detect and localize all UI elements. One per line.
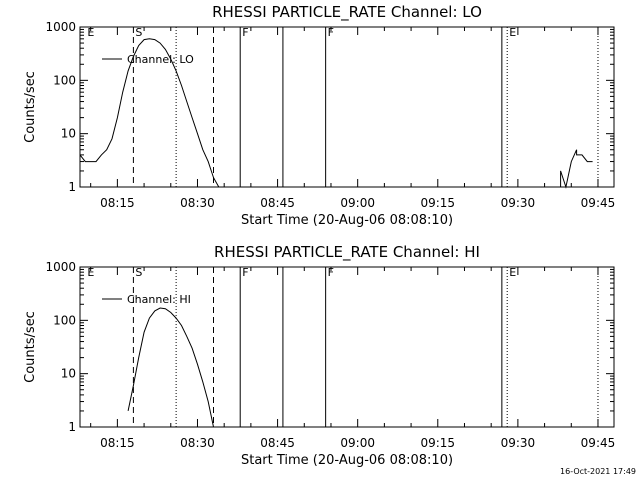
x-tick-label: 09:45 [581,436,616,450]
legend-label: Channel: LO [127,53,194,66]
event-marker-label: S [135,266,142,279]
event-marker-label: S [135,26,142,39]
x-tick-label: 09:30 [501,196,536,210]
x-tick-label: 08:45 [260,196,295,210]
x-tick-label: 08:15 [100,436,135,450]
legend-label: Channel: HI [127,293,191,306]
event-marker-label: E [509,266,516,279]
generation-timestamp: 16-Oct-2021 17:49 [560,467,636,476]
y-tick-label: 10 [61,127,76,141]
series-line [79,38,220,188]
event-marker-label: F [242,266,248,279]
x-tick-label: 08:45 [260,436,295,450]
event-marker-label: F [328,26,334,39]
y-tick-label: 100 [53,313,76,327]
y-tick-label: 100 [53,73,76,87]
event-marker-label: E [509,26,516,39]
event-marker-label: E [87,266,94,279]
plot-frame [79,266,615,428]
chart-title: RHESSI PARTICLE_RATE Channel: LO [212,3,482,22]
x-tick-label: 09:15 [420,196,455,210]
x-axis-label: Start Time (20-Aug-06 08:08:10) [241,213,453,228]
y-tick-label: 10 [61,367,76,381]
y-tick-label: 1 [68,180,76,194]
event-marker-label: F [328,266,334,279]
x-tick-label: 08:30 [180,196,215,210]
x-tick-label: 08:30 [180,436,215,450]
x-tick-label: 09:45 [581,196,616,210]
series-line [127,307,214,428]
x-tick-label: 09:30 [501,436,536,450]
x-tick-label: 09:00 [340,436,375,450]
panel-lo-channel: RHESSI PARTICLE_RATE Channel: LO Start Ti… [23,3,615,228]
y-axis-label: Counts/sec [23,71,38,143]
plot-frame [79,26,615,188]
x-tick-label: 09:00 [340,196,375,210]
y-axis-label: Counts/sec [23,311,38,383]
panel-hi-channel: RHESSI PARTICLE_RATE Channel: HI Start Ti… [23,243,615,468]
y-tick-label: 1000 [45,20,76,34]
x-tick-label: 09:15 [420,436,455,450]
event-marker-label: E [87,26,94,39]
y-tick-label: 1000 [45,260,76,274]
chart-title: RHESSI PARTICLE_RATE Channel: HI [214,243,480,262]
x-tick-label: 08:15 [100,196,135,210]
series-line [560,149,593,189]
x-axis-label: Start Time (20-Aug-06 08:08:10) [241,453,453,468]
event-marker-label: F [242,26,248,39]
y-tick-label: 1 [68,420,76,434]
